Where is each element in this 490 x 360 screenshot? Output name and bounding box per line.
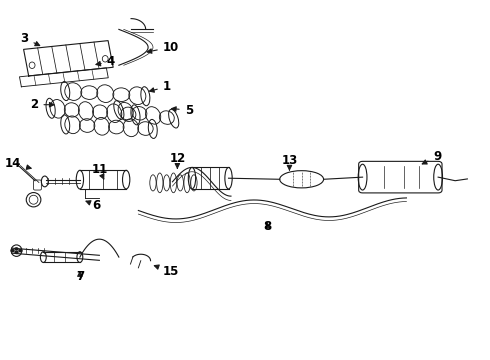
Text: 1: 1	[149, 80, 171, 93]
Circle shape	[15, 248, 18, 250]
Text: 2: 2	[30, 98, 54, 111]
Text: 9: 9	[422, 150, 441, 164]
Text: 7: 7	[76, 270, 84, 283]
Circle shape	[15, 251, 18, 253]
Text: 11: 11	[91, 163, 107, 179]
Text: 15: 15	[154, 265, 179, 278]
Circle shape	[11, 249, 14, 252]
Text: 10: 10	[147, 41, 179, 54]
Text: 4: 4	[96, 55, 115, 68]
Text: 8: 8	[264, 220, 271, 233]
Circle shape	[19, 249, 22, 252]
Text: 3: 3	[21, 32, 40, 46]
Text: 14: 14	[5, 157, 31, 170]
Text: 13: 13	[281, 154, 297, 170]
Text: 6: 6	[86, 199, 100, 212]
Text: 5: 5	[172, 104, 193, 117]
Text: 12: 12	[169, 152, 186, 168]
